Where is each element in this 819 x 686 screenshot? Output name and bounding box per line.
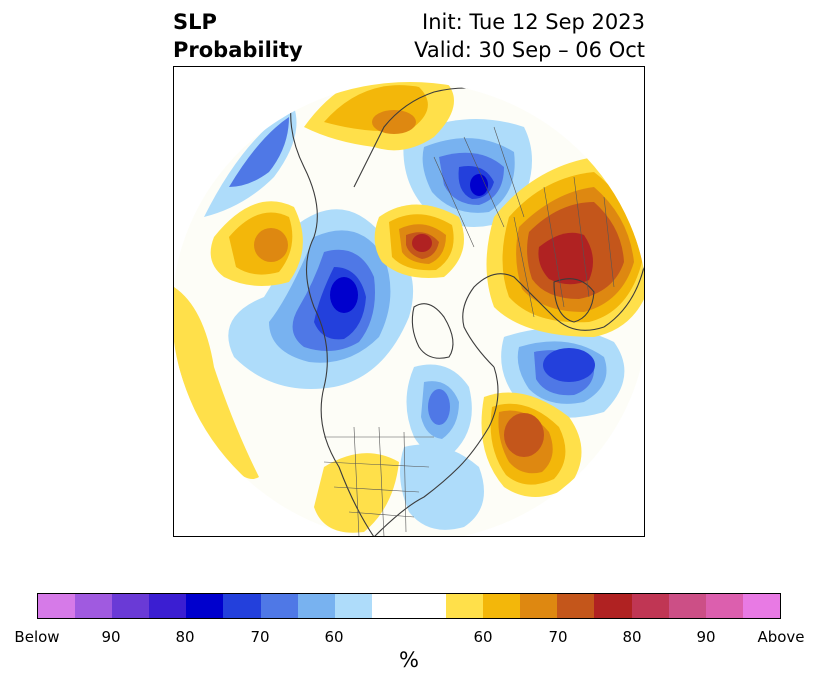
colorbar-swatch: [668, 594, 706, 618]
init-date: Init: Tue 12 Sep 2023: [422, 10, 645, 34]
colorbar-tick-label: 60: [324, 628, 344, 646]
colorbar-tick-label: 60: [473, 628, 493, 646]
colorbar-swatch: [223, 594, 261, 618]
map-dates: Init: Tue 12 Sep 2023 Valid: 30 Sep – 06…: [414, 8, 645, 64]
map-canvas: [174, 82, 644, 536]
title-quantity: Probability: [173, 38, 303, 62]
colorbar-tick-label: 80: [175, 628, 195, 646]
colorbar-swatch: [742, 594, 780, 618]
colorbar-swatch: [297, 594, 335, 618]
colorbar-swatch: [186, 594, 224, 618]
valid-range: Valid: 30 Sep – 06 Oct: [414, 38, 645, 62]
map-title: SLP Probability: [173, 8, 303, 64]
colorbar-tick-label: 90: [101, 628, 121, 646]
colorbar-swatch: [520, 594, 558, 618]
colorbar-swatch: [260, 594, 298, 618]
colorbar-swatch: [75, 594, 113, 618]
colorbar-tick-label: Above: [757, 628, 805, 646]
political-borders: [323, 126, 615, 536]
above-anomaly-us: [314, 453, 399, 533]
below-anomaly-greenland: [406, 364, 472, 455]
colorbar-tick-label: 80: [622, 628, 642, 646]
below-anomaly-west-canada: [228, 209, 414, 389]
above-anomaly-west-europe: [481, 392, 582, 497]
above-anomaly-east-pacific: [174, 287, 259, 479]
colorbar-swatch: [631, 594, 669, 618]
below-anomaly-us-east: [400, 444, 484, 530]
colorbar-swatch: [371, 594, 409, 618]
below-anomaly-arctic: [403, 119, 532, 227]
colorbar: [37, 593, 781, 619]
colorbar-swatch: [557, 594, 595, 618]
colorbar-swatch: [446, 594, 484, 618]
title-variable: SLP: [173, 10, 217, 34]
colorbar-swatch: [149, 594, 187, 618]
below-anomaly-atlantic: [501, 328, 625, 418]
below-anomaly-pacific: [204, 107, 297, 217]
colorbar-tick-label: 70: [548, 628, 568, 646]
above-anomaly-bering: [210, 201, 303, 286]
colorbar-tick-label: 90: [696, 628, 716, 646]
colorbar-swatch: [594, 594, 632, 618]
colorbar-swatch: [408, 594, 447, 618]
colorbar-swatch: [112, 594, 150, 618]
colorbar-swatch: [334, 594, 372, 618]
colorbar-unit: %: [399, 648, 419, 672]
colorbar-swatch: [483, 594, 521, 618]
above-anomaly-arctic-ocean: [374, 204, 464, 278]
colorbar-tick-label: 70: [250, 628, 270, 646]
colorbar-swatch: [38, 594, 76, 618]
colorbar-tick-label: Below: [14, 628, 60, 646]
colorbar-swatch: [705, 594, 743, 618]
probability-map: [173, 66, 645, 537]
